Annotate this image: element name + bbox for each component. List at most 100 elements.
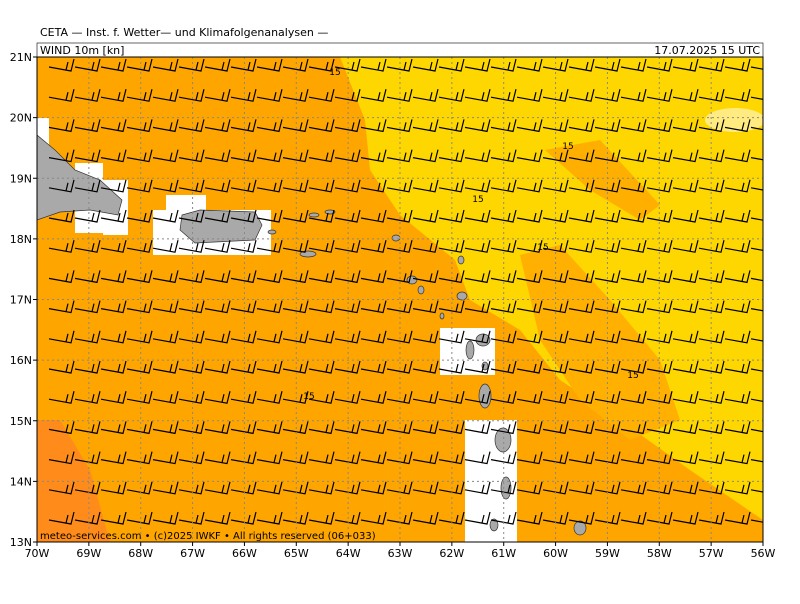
wind-barb xyxy=(152,209,179,223)
wind-barb xyxy=(334,209,361,223)
wind-barb xyxy=(724,511,751,525)
wind-barb xyxy=(490,149,517,163)
wind-barb xyxy=(464,58,491,72)
wind-barb xyxy=(542,240,569,253)
wind-barb xyxy=(74,89,101,102)
wind-barb xyxy=(282,89,309,102)
wind-barb xyxy=(178,58,205,72)
wind-barb xyxy=(698,421,725,435)
wind-barb xyxy=(750,338,763,342)
wind-barb xyxy=(334,119,361,133)
wind-barb xyxy=(777,270,800,282)
wind-barb xyxy=(464,149,491,163)
wind-barb xyxy=(621,542,646,554)
wind-barb xyxy=(74,240,101,253)
wind-barb xyxy=(490,391,517,404)
wind-barb xyxy=(542,511,569,525)
wind-barb xyxy=(542,330,569,344)
wind-barb xyxy=(360,391,387,404)
wind-barb xyxy=(100,89,127,102)
wind-barb xyxy=(516,149,543,163)
wind-barb xyxy=(308,89,335,102)
wind-barb xyxy=(153,542,178,554)
wind-barb xyxy=(386,89,413,102)
wind-barb xyxy=(48,391,75,404)
wind-barb xyxy=(568,270,595,284)
wind-barb xyxy=(230,89,257,102)
wind-barb xyxy=(74,58,101,72)
wind-barb xyxy=(230,240,257,253)
wind-barb xyxy=(724,149,751,163)
wind-barb xyxy=(698,58,725,72)
wind-barb xyxy=(334,240,361,253)
wind-barb xyxy=(750,459,763,463)
wind-barb xyxy=(386,240,413,253)
lat-label: 19N xyxy=(10,172,32,185)
wind-barb xyxy=(204,481,231,495)
wind-barb xyxy=(646,511,673,525)
wind-barb xyxy=(412,209,439,223)
wind-barb xyxy=(48,149,75,163)
wind-barb xyxy=(594,451,621,465)
wind-barb xyxy=(725,542,750,554)
wind-barb xyxy=(464,481,491,495)
wind-barb xyxy=(256,149,283,163)
wind-barb xyxy=(282,421,309,435)
wind-barb xyxy=(334,511,361,525)
wind-barb xyxy=(777,240,800,252)
wind-barb xyxy=(464,119,491,133)
wind-barb xyxy=(464,421,491,435)
wind-barb xyxy=(386,209,413,223)
wind-barb xyxy=(334,300,361,314)
wind-barb xyxy=(750,519,763,523)
wind-barb xyxy=(126,209,153,223)
wind-barb xyxy=(673,542,698,554)
wind-barb xyxy=(594,300,621,314)
wind-barb xyxy=(74,421,101,435)
wind-barb xyxy=(230,330,257,344)
lat-label: 14N xyxy=(10,475,32,488)
wind-barb xyxy=(542,360,569,374)
wind-barb xyxy=(126,511,153,525)
wind-barb xyxy=(257,542,282,554)
wind-barb xyxy=(646,270,673,284)
wind-barb xyxy=(464,240,491,253)
wind-barb xyxy=(386,149,413,163)
lon-label: 60W xyxy=(543,547,568,560)
wind-barb xyxy=(724,209,751,223)
wind-barb xyxy=(516,481,543,495)
wind-barb xyxy=(360,240,387,253)
wind-barb xyxy=(48,119,75,133)
wind-barb xyxy=(230,300,257,314)
wind-barb xyxy=(672,89,699,102)
wind-barb xyxy=(126,58,153,72)
lat-label: 13N xyxy=(10,536,32,549)
wind-barb xyxy=(256,300,283,314)
wind-barb xyxy=(724,179,751,193)
lon-label: 58W xyxy=(647,547,672,560)
wind-barb xyxy=(74,360,101,374)
wind-barb xyxy=(568,149,595,163)
wind-barb xyxy=(672,149,699,163)
wind-barb xyxy=(464,179,491,193)
wind-barb xyxy=(750,277,763,282)
wind-barb xyxy=(308,209,335,223)
wind-barb xyxy=(360,300,387,314)
wind-barb xyxy=(178,179,205,193)
lon-label: 59W xyxy=(595,547,620,560)
wind-barb xyxy=(126,451,153,465)
wind-barb xyxy=(152,89,179,102)
wind-barb xyxy=(48,179,75,193)
wind-barb xyxy=(620,360,647,374)
wind-barb xyxy=(620,451,647,465)
contour-label: 15 xyxy=(627,371,638,381)
wind-barb xyxy=(360,330,387,344)
wind-barb xyxy=(101,542,126,554)
wind-barb xyxy=(516,270,543,284)
wind-barb xyxy=(282,240,309,253)
wind-barb xyxy=(750,96,763,100)
lon-label: 63W xyxy=(388,547,413,560)
wind-barb xyxy=(646,89,673,102)
wind-barb xyxy=(594,421,621,435)
